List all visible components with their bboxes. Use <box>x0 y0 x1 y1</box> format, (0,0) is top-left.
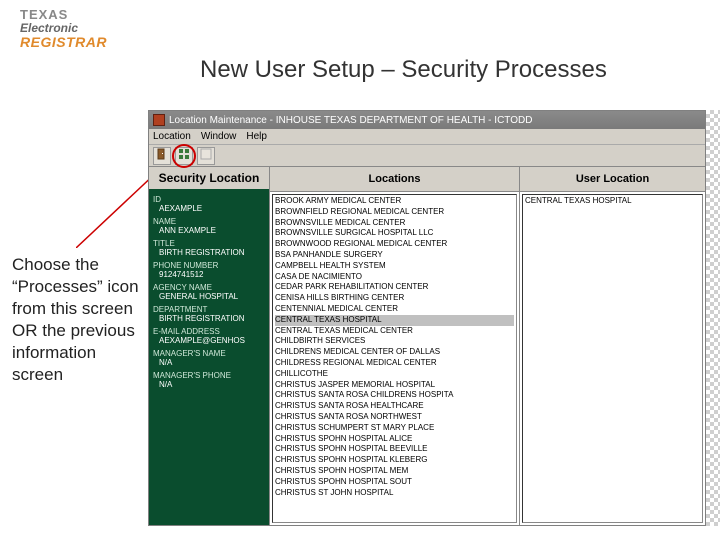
field-mgrname-value: N/A <box>153 358 265 367</box>
field-mgrphone-label: MANAGER'S PHONE <box>153 371 265 380</box>
list-item[interactable]: CHILDRESS REGIONAL MEDICAL CENTER <box>275 358 514 369</box>
main-area: Locations BROOK ARMY MEDICAL CENTERBROWN… <box>269 167 705 525</box>
field-agency-label: AGENCY NAME <box>153 283 265 292</box>
menu-window[interactable]: Window <box>201 131 237 142</box>
user-location-header: User Location <box>520 167 705 192</box>
field-email-label: E-MAIL ADDRESS <box>153 327 265 336</box>
field-id-label: ID <box>153 195 265 204</box>
locations-listbox[interactable]: BROOK ARMY MEDICAL CENTERBROWNFIELD REGI… <box>272 194 517 523</box>
list-item[interactable]: CEDAR PARK REHABILITATION CENTER <box>275 282 514 293</box>
field-email-value: AEXAMPLE@GENHOS <box>153 336 265 345</box>
list-item[interactable]: CHRISTUS JASPER MEMORIAL HOSPITAL <box>275 380 514 391</box>
list-item[interactable]: CHRISTUS SPOHN HOSPITAL SOUT <box>275 477 514 488</box>
list-item[interactable]: CHRISTUS SPOHN HOSPITAL MEM <box>275 466 514 477</box>
logo: TEXAS Electronic REGISTRAR <box>20 8 107 51</box>
logo-line1: TEXAS <box>20 8 107 22</box>
sidebar: Security Location ID AEXAMPLE NAME ANN E… <box>149 167 269 525</box>
app-icon <box>153 114 165 126</box>
door-icon <box>156 148 168 163</box>
toolbar-processes-button[interactable] <box>175 147 193 165</box>
list-item[interactable]: CHRISTUS SPOHN HOSPITAL BEEVILLE <box>275 444 514 455</box>
list-item[interactable]: BSA PANHANDLE SURGERY <box>275 250 514 261</box>
list-item[interactable]: CHRISTUS SANTA ROSA HEALTHCARE <box>275 401 514 412</box>
toolbar-exit-button[interactable] <box>153 147 171 165</box>
window-title: Location Maintenance - INHOUSE TEXAS DEP… <box>169 115 532 126</box>
instruction-text: Choose the “Processes” icon from this sc… <box>12 254 142 387</box>
list-item[interactable]: CHRISTUS SPOHN HOSPITAL KLEBERG <box>275 455 514 466</box>
locations-header: Locations <box>270 167 519 192</box>
user-location-column: User Location CENTRAL TEXAS HOSPITAL <box>520 167 705 525</box>
field-name-label: NAME <box>153 217 265 226</box>
field-mgrname-label: MANAGER'S NAME <box>153 349 265 358</box>
logo-line3: REGISTRAR <box>20 35 107 50</box>
processes-icon <box>178 148 190 163</box>
field-phone-label: PHONE NUMBER <box>153 261 265 270</box>
user-location-listbox[interactable]: CENTRAL TEXAS HOSPITAL <box>522 194 703 523</box>
list-item[interactable]: CHRISTUS SPOHN HOSPITAL ALICE <box>275 434 514 445</box>
list-item[interactable]: CHRISTUS SANTA ROSA NORTHWEST <box>275 412 514 423</box>
field-phone-value: 9124741512 <box>153 270 265 279</box>
field-mgrphone-value: N/A <box>153 380 265 389</box>
titlebar[interactable]: Location Maintenance - INHOUSE TEXAS DEP… <box>149 111 705 129</box>
list-item[interactable]: CHRISTUS SANTA ROSA CHILDRENS HOSPITA <box>275 390 514 401</box>
locations-column: Locations BROOK ARMY MEDICAL CENTERBROWN… <box>270 167 520 525</box>
field-title-label: TITLE <box>153 239 265 248</box>
menu-help[interactable]: Help <box>246 131 267 142</box>
content-area: Security Location ID AEXAMPLE NAME ANN E… <box>149 167 705 525</box>
sidebar-title: Security Location <box>149 167 269 189</box>
field-title-value: BIRTH REGISTRATION <box>153 248 265 257</box>
list-item[interactable]: BROWNFIELD REGIONAL MEDICAL CENTER <box>275 207 514 218</box>
list-item[interactable]: CHRISTUS ST JOHN HOSPITAL <box>275 488 514 499</box>
list-item[interactable]: CENTRAL TEXAS HOSPITAL <box>275 315 514 326</box>
field-dept-label: DEPARTMENT <box>153 305 265 314</box>
list-item[interactable]: CENISA HILLS BIRTHING CENTER <box>275 293 514 304</box>
list-item[interactable]: CHILLICOTHE <box>275 369 514 380</box>
page-title: New User Setup – Security Processes <box>200 56 607 84</box>
menu-location[interactable]: Location <box>153 131 191 142</box>
list-item[interactable]: CHILDBIRTH SERVICES <box>275 336 514 347</box>
field-agency-value: GENERAL HOSPITAL <box>153 292 265 301</box>
list-item[interactable]: CENTRAL TEXAS HOSPITAL <box>525 196 700 207</box>
list-item[interactable]: BROOK ARMY MEDICAL CENTER <box>275 196 514 207</box>
list-item[interactable]: CHILDRENS MEDICAL CENTER OF DALLAS <box>275 347 514 358</box>
toolbar <box>149 145 705 167</box>
list-item[interactable]: CENTRAL TEXAS MEDICAL CENTER <box>275 326 514 337</box>
toolbar-button-3[interactable] <box>197 147 215 165</box>
blank-icon <box>200 148 212 163</box>
transparency-edge <box>706 110 720 526</box>
field-name-value: ANN EXAMPLE <box>153 226 265 235</box>
list-item[interactable]: CENTENNIAL MEDICAL CENTER <box>275 304 514 315</box>
app-window: Location Maintenance - INHOUSE TEXAS DEP… <box>148 110 706 526</box>
list-item[interactable]: BROWNSVILLE SURGICAL HOSPITAL LLC <box>275 228 514 239</box>
list-item[interactable]: BROWNWOOD REGIONAL MEDICAL CENTER <box>275 239 514 250</box>
list-item[interactable]: CHRISTUS SCHUMPERT ST MARY PLACE <box>275 423 514 434</box>
field-dept-value: BIRTH REGISTRATION <box>153 314 265 323</box>
list-item[interactable]: BROWNSVILLE MEDICAL CENTER <box>275 218 514 229</box>
list-item[interactable]: CASA DE NACIMIENTO <box>275 272 514 283</box>
menubar: Location Window Help <box>149 129 705 145</box>
list-item[interactable]: CAMPBELL HEALTH SYSTEM <box>275 261 514 272</box>
field-id-value: AEXAMPLE <box>153 204 265 213</box>
